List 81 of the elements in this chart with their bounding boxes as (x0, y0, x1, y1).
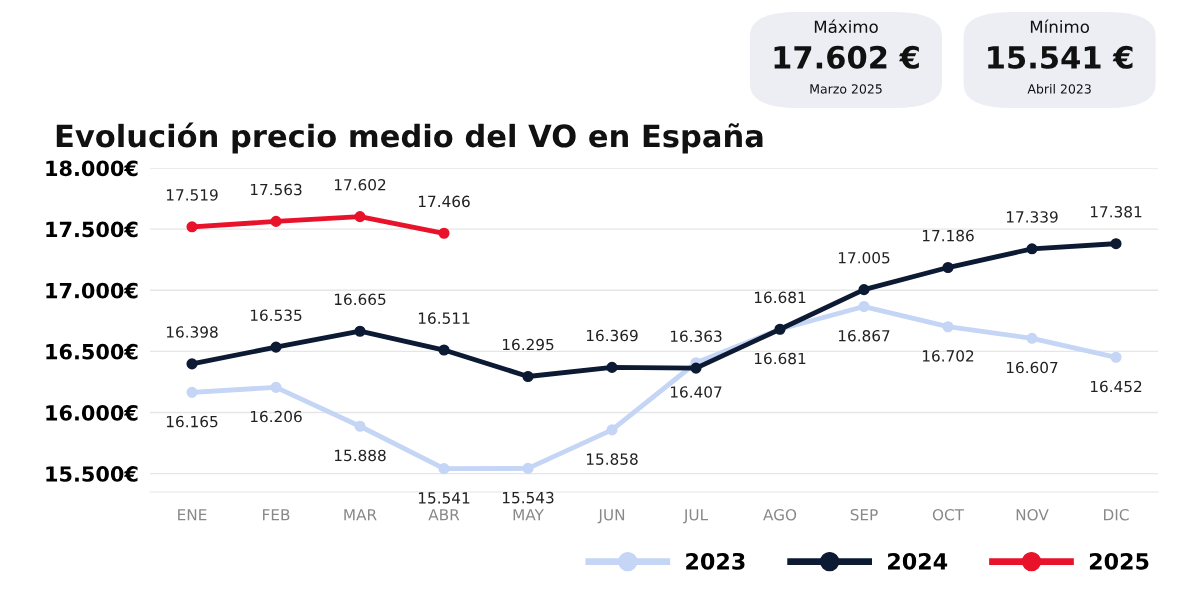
data-label: 17.563 (250, 183, 302, 196)
data-label: 16.681 (754, 291, 806, 304)
point (186, 358, 198, 370)
point (438, 227, 450, 239)
data-label: 16.607 (1006, 361, 1058, 374)
x-tick-label: MAR (344, 509, 377, 521)
point (1026, 332, 1038, 344)
data-label: 16.665 (334, 293, 386, 306)
point (1110, 238, 1122, 250)
data-label: 17.339 (1006, 211, 1058, 223)
point (858, 300, 870, 313)
data-label: 17.519 (166, 189, 218, 201)
point (1110, 351, 1122, 363)
y-tick-label: 15.500€ (46, 466, 138, 482)
point (270, 381, 282, 393)
y-tick-label: 16.000€ (46, 404, 138, 421)
x-tick-label: OCT (932, 508, 965, 521)
point (438, 344, 450, 356)
x-tick-label: JUL (683, 509, 709, 524)
y-tick-label: 16.500€ (46, 343, 138, 360)
x-tick-label: ENE (178, 509, 207, 521)
data-label: 16.681 (754, 352, 806, 365)
x-tick-label: DIC (1104, 508, 1129, 521)
x-tick-label: ABR (428, 509, 460, 521)
point (1026, 243, 1038, 255)
data-label: 15.858 (586, 453, 638, 465)
point (438, 463, 450, 475)
point (942, 261, 954, 274)
point (270, 215, 282, 227)
data-label: 16.702 (922, 350, 974, 362)
text: Máximo (814, 19, 878, 34)
point (186, 386, 198, 398)
data-label: 16.452 (1090, 380, 1142, 393)
point (522, 370, 534, 383)
text: 15.541 € (988, 45, 1133, 69)
x-tick-label: AGO (763, 508, 797, 521)
data-label: 16.407 (670, 386, 722, 398)
x-tick-label: SEP (850, 508, 878, 521)
data-label: 16.369 (586, 329, 638, 342)
point (270, 341, 282, 353)
legend-label: 2023 (686, 552, 745, 570)
text: Marzo 2025 (810, 84, 882, 94)
y-tick-label: 17.500€ (46, 221, 138, 238)
data-label: 16.511 (418, 312, 470, 324)
data-label: 17.466 (418, 195, 470, 208)
data-label: 16.363 (670, 330, 722, 343)
point (354, 420, 366, 432)
data-label: 16.206 (250, 410, 302, 423)
point (858, 284, 870, 296)
text: Abril 2023 (1027, 83, 1091, 94)
data-label: 17.186 (922, 229, 974, 242)
point (942, 321, 954, 333)
point (606, 424, 618, 436)
x-tick-label: NOV (1016, 508, 1049, 521)
data-label: 16.165 (166, 415, 218, 428)
x-tick-label: FEB (263, 509, 290, 521)
text: 17.602 € (774, 45, 919, 69)
data-label: 17.602 (334, 178, 386, 191)
data-label: 15.888 (334, 449, 386, 462)
data-label: 15.543 (502, 491, 554, 504)
data-label: 16.295 (502, 338, 554, 351)
data-label: 17.005 (838, 251, 890, 264)
legend-label: 2024 (888, 552, 948, 570)
data-label: 15.541 (418, 492, 470, 504)
point (354, 211, 366, 223)
point (522, 462, 534, 474)
data-label: 16.398 (166, 326, 218, 338)
data-label: 16.535 (250, 309, 302, 321)
point (606, 361, 618, 373)
x-tick-label: JUN (597, 509, 625, 524)
chart-title: Evolución precio medio del VO en España (56, 122, 763, 154)
point (186, 221, 198, 233)
x-tick-label: MAY (513, 509, 544, 521)
point (690, 362, 702, 374)
text: Mínimo (1030, 19, 1090, 34)
legend-label: 2025 (1089, 552, 1149, 570)
y-tick-label: 17.000€ (46, 282, 138, 299)
point (354, 325, 366, 337)
y-tick-label: 18.000€ (46, 160, 138, 177)
data-label: 16.867 (838, 329, 890, 342)
data-label: 17.381 (1090, 206, 1142, 218)
